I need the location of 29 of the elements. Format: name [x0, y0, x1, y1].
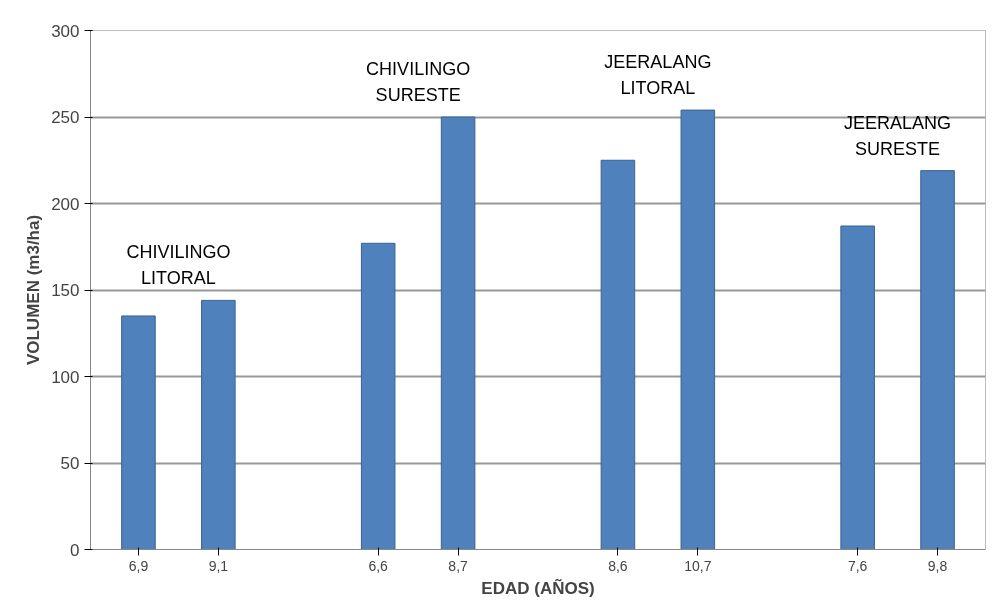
bar	[360, 242, 396, 550]
bar	[600, 159, 636, 550]
y-tick-label: 0	[70, 540, 80, 560]
x-tick-label: 9,1	[208, 557, 229, 574]
bar	[840, 225, 875, 550]
x-tick-label: 6,6	[368, 557, 389, 574]
annotation: CHIVILINGO SURESTE	[366, 59, 471, 105]
x-tick-label: 7,6	[847, 557, 868, 574]
x-tick-label: 10,7	[684, 557, 712, 574]
x-tick-label: 9,8	[927, 557, 948, 574]
y-axis-title: VOLUMEN (m3/ha)	[24, 214, 44, 366]
bar	[201, 299, 236, 550]
x-tick-label: 8,6	[608, 557, 628, 574]
y-tick-label: 150	[51, 281, 80, 300]
y-tick-label: 200	[51, 194, 80, 214]
bar	[680, 109, 716, 550]
y-tick-label: 300	[51, 21, 80, 41]
y-tick-label: 100	[51, 367, 80, 387]
annotation: JEERALANG LITORAL	[604, 52, 712, 99]
x-axis-title: EDAD (AÑOS)	[481, 577, 595, 598]
x-tick-label: 8,7	[448, 557, 469, 574]
annotation: CHIVILINGO LITORAL	[126, 242, 231, 289]
bar	[121, 315, 156, 550]
x-tick-label: 6,9	[128, 557, 149, 574]
bar	[440, 116, 476, 550]
annotation: JEERALANG SURESTE	[844, 112, 952, 159]
y-tick-label: 250	[51, 108, 80, 127]
y-tick-label: 50	[60, 454, 80, 473]
bar	[920, 170, 955, 550]
